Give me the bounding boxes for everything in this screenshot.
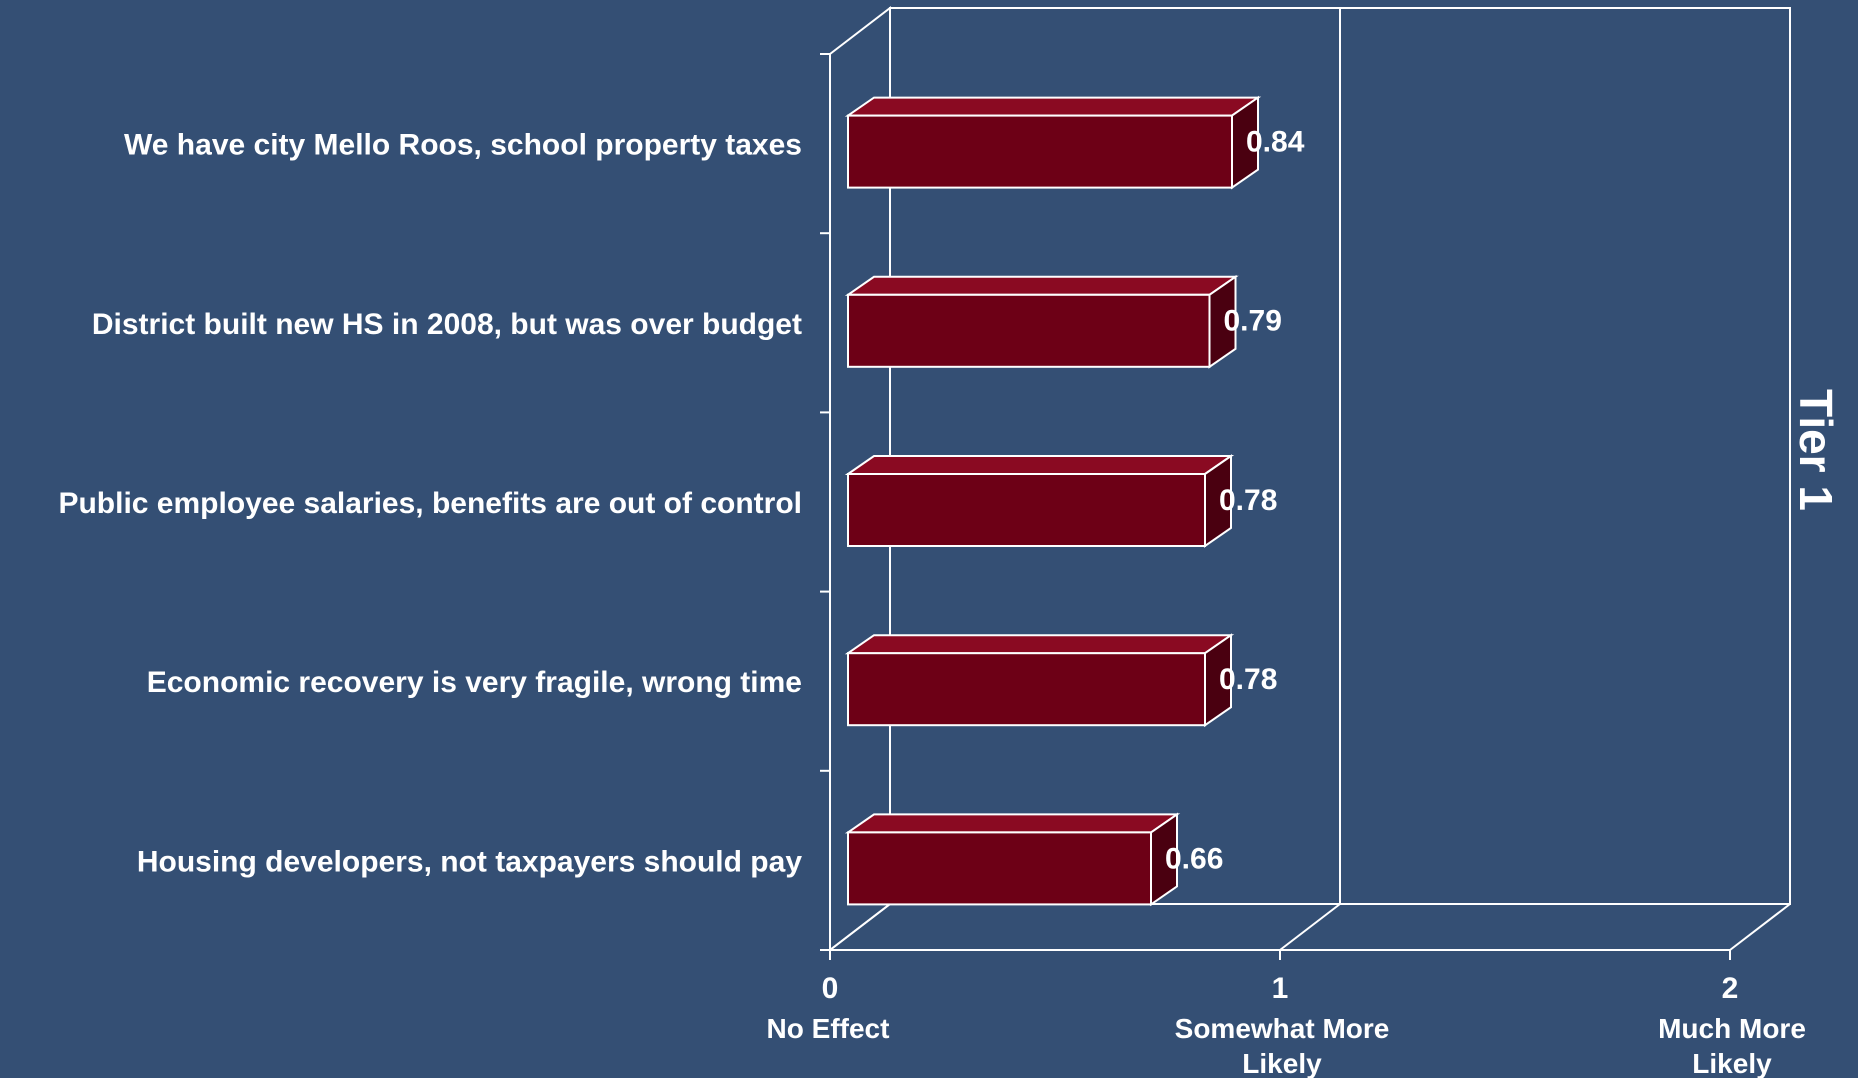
value-label-2: 0.78	[1219, 484, 1277, 517]
bar-0	[844, 95, 1262, 190]
bar-top-face-4	[844, 813, 1181, 834]
bar-top-face-0	[844, 96, 1262, 117]
value-label-0: 0.84	[1246, 126, 1305, 159]
x-tick-desc-2-1: Likely	[1692, 1048, 1772, 1078]
x-tick-label-0: 0	[822, 972, 839, 1005]
x-tick-desc-1-1: Likely	[1242, 1048, 1322, 1078]
floor-depth-line-1	[1279, 903, 1341, 951]
bar-2	[844, 454, 1235, 548]
x-tick-label-2: 2	[1722, 972, 1739, 1005]
bar-top-face-2	[844, 455, 1235, 475]
floor-depth-line-0	[829, 903, 891, 951]
bar-front-face-1	[847, 293, 1211, 368]
bar-3	[844, 633, 1235, 728]
x-tick-desc-0-0: No Effect	[767, 1013, 890, 1044]
bar-front-face-0	[847, 114, 1233, 189]
bar-front-face-3	[847, 652, 1206, 727]
category-label-3: Economic recovery is very fragile, wrong…	[147, 666, 802, 699]
x-tick-label-1: 1	[1272, 972, 1289, 1005]
labels-group: 0.84 We have city Mello Roos, school prop…	[58, 126, 1805, 1078]
bar-front-face-2	[847, 473, 1206, 547]
value-label-4: 0.66	[1165, 842, 1223, 875]
bar-1	[844, 274, 1239, 369]
x-tick-desc-1-0: Somewhat More	[1175, 1013, 1390, 1044]
value-label-3: 0.78	[1219, 663, 1277, 696]
category-label-4: Housing developers, not taxpayers should…	[137, 845, 802, 878]
bar-front-face-4	[847, 831, 1152, 906]
bar-top-face-3	[844, 634, 1235, 655]
category-label-1: District built new HS in 2008, but was o…	[92, 308, 802, 341]
bars-group	[844, 95, 1262, 907]
x-tick-desc-2-0: Much More	[1658, 1013, 1806, 1044]
floor-depth-line-2	[1729, 903, 1791, 951]
category-label-0: We have city Mello Roos, school property…	[124, 129, 802, 162]
bar-top-face-1	[844, 275, 1239, 296]
side-label: Tier 1	[1790, 389, 1842, 511]
value-label-1: 0.79	[1224, 305, 1282, 338]
category-label-2: Public employee salaries, benefits are o…	[58, 487, 802, 520]
bar-4	[844, 812, 1181, 907]
